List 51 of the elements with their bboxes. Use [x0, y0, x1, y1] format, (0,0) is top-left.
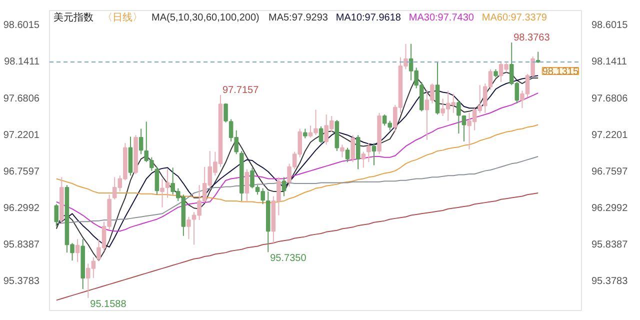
candlestick	[372, 142, 376, 166]
candlestick	[186, 216, 191, 240]
line-series	[56, 124, 539, 204]
text: MA10:97.9618	[336, 12, 402, 24]
y-tick-label: 95.8387	[3, 239, 40, 250]
y2-tick-label: 97.2201	[592, 130, 628, 141]
y-tick-label: 95.3783	[3, 276, 40, 287]
candlestick	[75, 238, 80, 263]
candlestick	[318, 126, 324, 144]
annotation: MA(5,10,30,60,100,200)	[152, 12, 260, 24]
candlestick	[361, 151, 366, 168]
candlestick	[54, 204, 59, 227]
text: MA5:97.9293	[268, 12, 328, 24]
text: MA30:97.7430	[408, 12, 474, 24]
y-tick-label: 96.7597	[3, 166, 40, 178]
candlestick	[154, 166, 160, 196]
y2-tick-label: 96.2992	[592, 202, 628, 214]
candlestick	[366, 142, 371, 163]
candlestick	[340, 144, 344, 158]
candlestick	[345, 147, 350, 163]
text: MA60:97.3379	[482, 12, 548, 24]
candlestick	[303, 128, 308, 139]
y2-tick-label: 98.1411	[592, 56, 628, 68]
y-tick-label: 97.2201	[3, 130, 40, 141]
y-tick-label: 98.6015	[3, 20, 40, 32]
candlestick	[224, 102, 228, 123]
annotation: 98.3763	[514, 32, 550, 44]
y-tick-label: 98.1411	[4, 56, 40, 68]
y-tick-label: 96.2992	[3, 202, 40, 214]
y2-tick-label: 95.3783	[592, 276, 628, 287]
y2-tick-label: 98.6015	[592, 20, 628, 32]
candlestick	[282, 176, 286, 197]
candlestick	[160, 178, 164, 208]
candlestick	[138, 128, 144, 155]
candlestick	[250, 167, 254, 189]
line-series	[56, 156, 539, 224]
y2-tick-label: 96.7597	[592, 166, 628, 178]
candlestick	[165, 168, 170, 198]
y-tick-label: 97.6806	[3, 93, 40, 104]
chart-title: 美元指数	[54, 12, 94, 24]
annotation: 95.1588	[90, 298, 127, 310]
candlestick	[536, 51, 540, 64]
y2-tick-label: 97.6806	[592, 93, 628, 104]
annotation: 95.7350	[270, 253, 307, 264]
line-series	[56, 192, 539, 301]
chart-subtitle: 〈日线〉	[102, 12, 142, 24]
candlestick	[244, 168, 250, 202]
candlestick	[350, 134, 355, 163]
y2-tick-label: 95.8387	[592, 239, 628, 250]
annotation: 97.7157	[222, 84, 260, 96]
candlestick	[356, 134, 360, 170]
